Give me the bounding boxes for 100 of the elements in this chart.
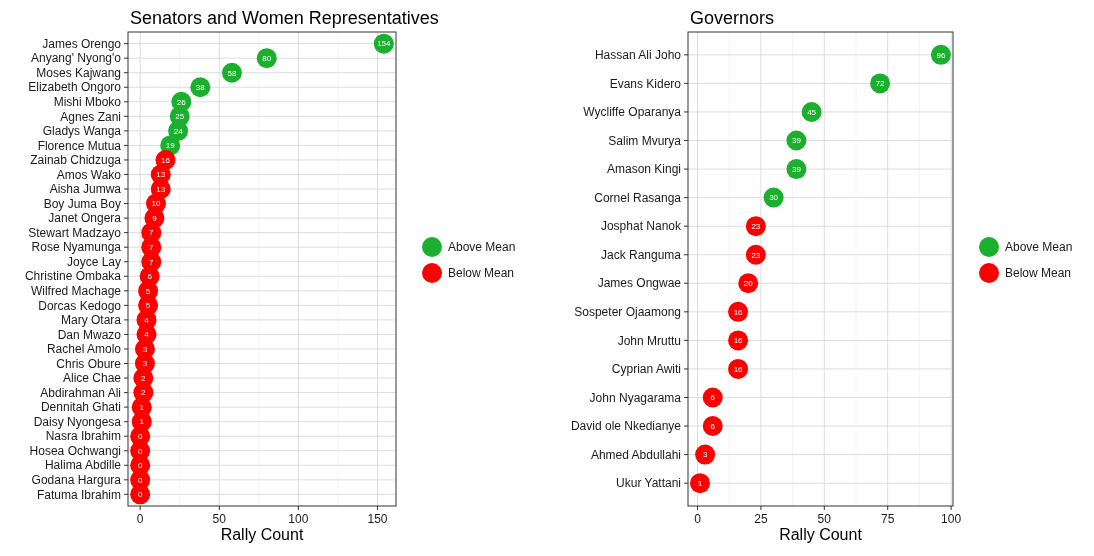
legend-label: Above Mean [448,240,516,255]
data-label: 72 [875,79,886,89]
data-label: 0 [137,432,143,442]
y-tick-label: Ahmed Abdullahi [590,447,681,462]
y-tick-label: Chris Obure [56,356,122,371]
y-tick-label: Gladys Wanga [42,124,122,139]
y-tick-label: Boy Juma Boy [43,196,121,211]
data-label: 45 [807,107,817,117]
data-label: 1 [139,402,145,412]
data-label: 19 [165,141,176,151]
data-label: 30 [769,193,779,203]
data-label: 9 [152,213,158,223]
x-tick-label: 100 [288,512,309,526]
data-label: 38 [195,83,206,93]
data-label: 23 [751,221,761,231]
y-tick-label: Mishi Mboko [53,94,122,109]
x-tick-label: 50 [817,512,832,526]
y-tick-label: James Orengo [42,36,122,51]
data-label: 7 [149,257,155,267]
y-tick-label: Halima Abdille [44,458,122,473]
data-label: 39 [791,164,802,174]
y-tick-label: Daisy Nyongesa [33,414,122,429]
point [690,473,711,494]
data-label: 20 [743,279,754,289]
data-label: 0 [137,490,143,500]
y-tick-label: Rachel Amolo [46,342,122,357]
data-label: 16 [733,307,744,317]
y-tick-label: Stewart Madzayo [28,225,122,240]
y-tick-label: Wilfred Machage [30,284,122,299]
data-label: 7 [149,242,155,252]
point [702,416,723,437]
data-label: 4 [144,330,150,340]
y-tick-label: Elizabeth Ongoro [28,80,122,95]
y-tick-label: Janet Ongera [48,211,122,226]
data-label: 16 [733,336,744,346]
y-tick-label: John Mruttu [617,333,681,348]
legend-label: Above Mean [1005,240,1073,255]
y-tick-label: Abdirahman Ali [40,385,121,400]
x-tick-label: 25 [754,512,768,526]
y-tick-label: Sospeter Ojaamong [574,305,681,320]
y-tick-label: Dan Mwazo [57,327,122,342]
data-label: 5 [145,301,151,311]
x-tick-label: 75 [881,512,895,526]
x-tick-label: 0 [136,512,144,526]
x-axis-title: Rally Count [220,526,304,543]
data-label: 24 [173,126,184,136]
y-tick-label: John Nyagarama [589,390,682,405]
data-label: 3 [142,344,148,354]
x-tick-label: 0 [694,512,702,526]
data-label: 3 [702,450,708,460]
y-tick-label: Zainab Chidzuga [30,153,122,168]
y-tick-label: Nasra Ibrahim [45,429,121,444]
data-label: 6 [710,393,716,403]
y-tick-label: Dorcas Kedogo [38,298,122,313]
y-tick-label: David ole Nkedianye [570,419,682,434]
data-label: 0 [137,475,143,485]
data-label: 10 [151,199,161,209]
data-label: 13 [156,184,166,194]
y-tick-label: Cornel Rasanga [594,190,682,205]
y-tick-label: Mary Otara [60,313,122,328]
data-label: 2 [141,388,147,398]
x-axis-title: Rally Count [779,526,863,543]
y-tick-label: Anyang' Nyong'o [31,51,122,66]
y-tick-label: Joyce Lay [66,254,121,269]
y-tick-label: Hassan Ali Joho [594,48,682,63]
y-tick-label: Evans Kidero [609,76,682,91]
y-tick-label: Cyprian Awiti [611,362,681,377]
chart-title: Governors [690,8,775,28]
y-tick-label: Fatuma Ibrahim [36,487,121,502]
data-label: 39 [791,136,802,146]
data-label: 80 [262,53,272,63]
legend-label: Below Mean [1005,266,1072,281]
data-label: 2 [141,373,147,383]
data-label: 7 [149,228,155,238]
data-label: 13 [156,170,166,180]
y-tick-label: Florence Mutua [37,138,122,153]
data-label: 6 [147,272,153,282]
y-tick-label: Amos Wako [56,167,122,182]
data-label: 16 [733,364,744,374]
y-tick-label: Wycliffe Oparanya [583,105,682,120]
data-label: 154 [377,39,392,49]
data-label: 23 [751,250,761,260]
y-tick-label: Dennitah Ghati [40,400,121,415]
data-label: 6 [710,421,716,431]
y-tick-label: Agnes Zani [60,109,121,124]
data-label: 58 [227,68,237,78]
data-label: 0 [137,461,143,471]
chart-title: Senators and Women Representatives [130,8,439,28]
y-tick-label: Salim Mvurya [608,133,682,148]
data-label: 26 [176,97,187,107]
legend-label: Below Mean [448,266,515,281]
x-tick-label: 100 [941,512,962,526]
x-tick-label: 50 [212,512,227,526]
y-tick-label: James Ongwae [597,276,682,291]
y-tick-label: Christine Ombaka [24,269,122,284]
y-tick-label: Moses Kajwang [36,65,121,80]
data-label: 16 [161,155,171,165]
data-label: 25 [175,112,185,122]
y-tick-label: Alice Chae [62,371,122,386]
y-tick-label: Hosea Ochwangi [29,443,121,458]
